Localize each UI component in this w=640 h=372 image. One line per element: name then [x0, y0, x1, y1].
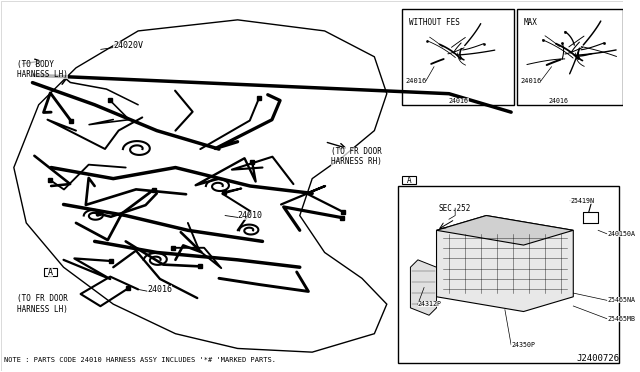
- Text: (TO FR DOOR
HARNESS LH): (TO FR DOOR HARNESS LH): [17, 295, 68, 314]
- Text: (TO FR DOOR
HARNESS RH): (TO FR DOOR HARNESS RH): [331, 147, 381, 166]
- Text: SEC.252: SEC.252: [439, 203, 472, 213]
- Text: A: A: [48, 268, 53, 277]
- Text: WITHOUT FES: WITHOUT FES: [408, 18, 460, 27]
- Text: 24016: 24016: [406, 78, 427, 84]
- Bar: [517, 9, 623, 105]
- Text: 24016: 24016: [147, 285, 172, 294]
- Text: 24020V: 24020V: [113, 41, 143, 50]
- Bar: [403, 9, 514, 105]
- Text: 24016: 24016: [520, 78, 541, 84]
- Text: 24312P: 24312P: [418, 301, 442, 307]
- Polygon shape: [436, 215, 573, 311]
- Text: 240150A: 240150A: [607, 231, 636, 237]
- Bar: [403, 176, 416, 184]
- Text: 24016: 24016: [449, 98, 469, 104]
- Text: A: A: [407, 176, 412, 185]
- Bar: [398, 186, 619, 363]
- Text: 24350P: 24350P: [511, 342, 535, 348]
- Text: MAX: MAX: [524, 18, 538, 27]
- Text: NOTE : PARTS CODE 24010 HARNESS ASSY INCLUDES '*# 'MARKED PARTS.: NOTE : PARTS CODE 24010 HARNESS ASSY INC…: [4, 357, 276, 363]
- Text: A: A: [48, 268, 53, 277]
- Text: 24010: 24010: [237, 211, 262, 220]
- Text: J2400726: J2400726: [577, 354, 620, 363]
- Text: 25419N: 25419N: [570, 198, 594, 204]
- Polygon shape: [436, 215, 573, 245]
- Text: 25465NA: 25465NA: [607, 298, 636, 304]
- Polygon shape: [410, 260, 436, 315]
- Text: 25465MB: 25465MB: [607, 316, 636, 322]
- Text: 24016: 24016: [548, 98, 568, 104]
- Bar: [44, 268, 58, 276]
- Text: (TO BODY
HARNESS LH): (TO BODY HARNESS LH): [17, 60, 68, 79]
